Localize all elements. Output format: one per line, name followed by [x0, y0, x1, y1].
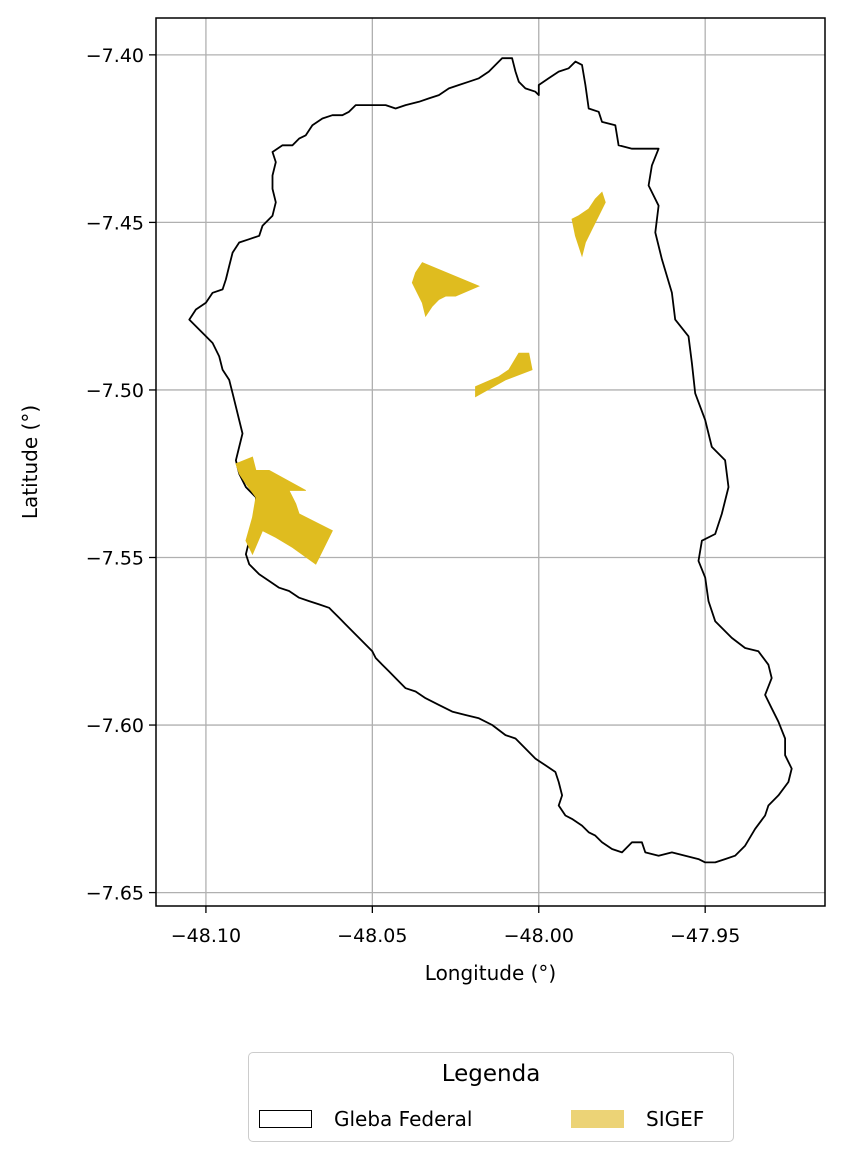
axis-ticks: −48.10 −48.05 −48.00 −47.95 −7.40 −7.45 −7.50 −… [86, 45, 741, 947]
legend: Legenda Gleba Federal SIGEF [248, 1052, 734, 1142]
y-tick-label: −7.45 [86, 212, 144, 234]
polygon-sigef [475, 352, 533, 398]
polygon-sigef [235, 456, 333, 565]
y-tick-label: −7.60 [86, 715, 144, 737]
x-tick-label: −48.05 [337, 925, 407, 947]
legend-entry-sigef: SIGEF [571, 1105, 704, 1133]
y-tick-label: −7.65 [86, 883, 144, 905]
y-axis-label: Latitude (°) [18, 405, 42, 519]
polygon-gleba-federal [188, 57, 793, 864]
legend-entry-gleba-federal: Gleba Federal [259, 1105, 472, 1133]
map-layers [188, 57, 793, 864]
y-tick-label: −7.50 [86, 380, 144, 402]
plot-frame [155, 17, 826, 907]
x-tick-label: −48.10 [171, 925, 241, 947]
x-axis-label: Longitude (°) [425, 961, 556, 985]
y-tick-label: −7.55 [86, 548, 144, 570]
x-tick-label: −48.00 [504, 925, 574, 947]
legend-swatch-fill [571, 1110, 624, 1128]
polygon-sigef [571, 191, 606, 258]
polygon-sigef [411, 262, 480, 318]
legend-swatch-outline [259, 1110, 312, 1128]
x-tick-label: −47.95 [670, 925, 740, 947]
legend-title: Legenda [441, 1061, 541, 1087]
y-tick-label: −7.40 [86, 45, 144, 67]
legend-label: Gleba Federal [334, 1107, 473, 1131]
legend-label: SIGEF [646, 1107, 705, 1131]
